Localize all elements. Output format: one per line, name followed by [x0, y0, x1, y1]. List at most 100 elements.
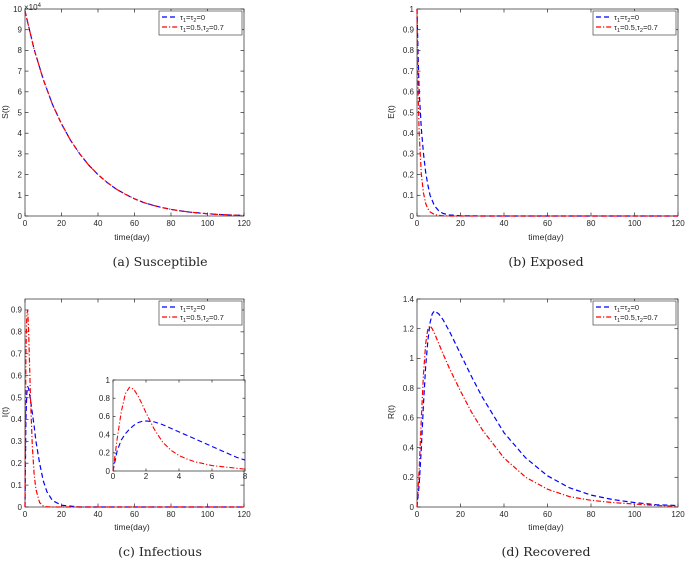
r-ytick-label: 0: [410, 503, 415, 512]
s-ytick-label: 2: [18, 170, 23, 179]
s-ytick-label: 5: [18, 108, 23, 117]
inset-xtick-label: 4: [177, 472, 182, 481]
r-xtick-label: 0: [415, 510, 420, 519]
r-legend-box: [592, 300, 677, 326]
s-legend-box: [158, 10, 243, 36]
panel-exposed: 0 20 40 60 80 100 120 0 0.1 0.2 0.3 0.4 0.5 0.6 0.7 0.8…: [386, 5, 685, 269]
e-series-line-2: [416, 8, 678, 217]
inset-background: [113, 380, 245, 471]
s-legend-label-1: τ1=τ2=0: [180, 13, 205, 24]
r-xtick-label: 60: [543, 510, 552, 519]
e-xtick-label: 80: [587, 219, 596, 228]
i-xtick-label: 60: [130, 510, 139, 519]
r-ytick-label: 0.2: [403, 473, 415, 482]
e-ytick-label: 0.8: [403, 46, 415, 55]
e-legend-box: [592, 10, 677, 36]
inset-ytick-label: 1: [106, 376, 111, 385]
i-ytick-label: 0.1: [11, 481, 23, 490]
e-ytick-label: 0: [410, 212, 415, 221]
inset-ytick-label: 0.4: [99, 430, 111, 439]
e-ytick-label: 1: [410, 5, 415, 14]
i-xtick-label: 40: [94, 510, 103, 519]
r-xtick-label: 100: [628, 510, 642, 519]
r-ytick-label: 0.4: [403, 443, 415, 452]
i-ytick-label: 0.6: [11, 371, 23, 380]
e-xtick-label: 60: [543, 219, 552, 228]
s-ytick-label: 9: [18, 26, 23, 35]
r-ytick-label: 1.2: [403, 325, 415, 334]
inset-series-line-1: [112, 420, 246, 472]
i-legend: τ1=τ2=0τ1=0.5,τ2=0.7: [158, 300, 243, 326]
panel-susceptible: 0 20 40 60 80 100 120 0 1 2 3 4 5 6 7 8 9 10 τ1=τ2=0τ1=0.5…: [0, 3, 251, 269]
xlabel-i: time(day): [114, 522, 150, 532]
e-ytick-label: 0.7: [403, 67, 415, 76]
s-xtick-label: 80: [167, 219, 176, 228]
s-axes-box: [24, 8, 245, 217]
r-series-line-2: [416, 325, 679, 508]
xlabel-e: time(day): [528, 232, 564, 242]
s-ytick-label: 1: [18, 191, 23, 200]
r-ytick-label: 1.4: [403, 295, 415, 304]
i-ytick-label: 0.2: [11, 459, 23, 468]
s-xtick-label: 60: [130, 219, 139, 228]
e-ytick-label: 0.6: [403, 88, 415, 97]
e-ytick-label: 0.5: [403, 108, 415, 117]
inset-xtick-label: 6: [210, 472, 215, 481]
ylabel-s: S(t): [0, 105, 10, 119]
i-series-line-2: [24, 309, 244, 508]
s-xtick-label: 120: [237, 219, 251, 228]
inset-ytick-label: 0.2: [99, 449, 111, 458]
inset-xtick-label: 2: [144, 472, 149, 481]
inset-series-line-2: [112, 386, 246, 472]
i-xtick-label: 120: [237, 510, 251, 519]
ylabel-i: I(t): [0, 407, 10, 418]
e-xtick-label: 120: [671, 219, 685, 228]
i-ytick-label: 0.4: [11, 415, 23, 424]
i-legend-box: [158, 300, 243, 326]
s-ytick-label: 4: [18, 129, 23, 138]
panel-recovered: 0 20 40 60 80 100 120 0 0.2 0.4 0.6 0.8 1 1.2 1.4 τ1=τ2…: [386, 295, 685, 559]
caption-e: (b) Exposed: [508, 254, 583, 269]
i-xtick-label: 20: [57, 510, 66, 519]
r-xtick-label: 120: [671, 510, 685, 519]
i-ytick-label: 0.5: [11, 393, 23, 402]
s-ytick-label: 6: [18, 88, 23, 97]
e-xtick-label: 0: [415, 219, 420, 228]
e-legend: τ1=τ2=0τ1=0.5,τ2=0.7: [592, 10, 677, 36]
inset-ytick-label: 0.6: [99, 412, 111, 421]
i-ytick-label: 0.3: [11, 437, 23, 446]
s-xtick-label: 100: [201, 219, 215, 228]
xlabel-s: time(day): [114, 232, 150, 242]
inset-ytick-label: 0: [106, 467, 111, 476]
i-legend-label-1: τ1=τ2=0: [180, 303, 205, 314]
r-ytick-label: 0.6: [403, 414, 415, 423]
i-legend-label-2: τ1=0.5,τ2=0.7: [180, 313, 224, 324]
inset-ytick-label: 0.8: [99, 394, 111, 403]
e-xtick-label: 20: [456, 219, 465, 228]
e-ytick-label: 0.2: [403, 170, 415, 179]
e-ytick-label: 0.9: [403, 26, 415, 35]
s-series-line-2: [24, 10, 245, 216]
e-ytick-label: 0.1: [403, 191, 415, 200]
s-ytick-label: 0: [18, 212, 23, 221]
e-legend-label-1: τ1=τ2=0: [614, 13, 639, 24]
s-legend: τ1=τ2=0τ1=0.5,τ2=0.7: [158, 10, 243, 36]
i-ytick-label: 0.8: [11, 328, 23, 337]
r-xtick-label: 20: [456, 510, 465, 519]
e-ytick-label: 0.3: [403, 150, 415, 159]
r-legend: τ1=τ2=0τ1=0.5,τ2=0.7: [592, 300, 677, 326]
y-multiplier: ×104: [24, 3, 42, 12]
e-axes-box: [416, 8, 679, 217]
r-ytick-label: 0.8: [403, 384, 415, 393]
s-xtick-label: 40: [94, 219, 103, 228]
e-xtick-label: 40: [500, 219, 509, 228]
i-ytick-label: 0.9: [11, 306, 23, 315]
i-xtick-label: 80: [167, 510, 176, 519]
r-legend-label-1: τ1=τ2=0: [614, 303, 639, 314]
i-ytick-label: 0: [18, 503, 23, 512]
r-legend-label-2: τ1=0.5,τ2=0.7: [614, 313, 658, 324]
caption-s: (a) Susceptible: [112, 254, 207, 269]
r-series-line-1: [416, 310, 679, 508]
r-xtick-label: 80: [587, 510, 596, 519]
